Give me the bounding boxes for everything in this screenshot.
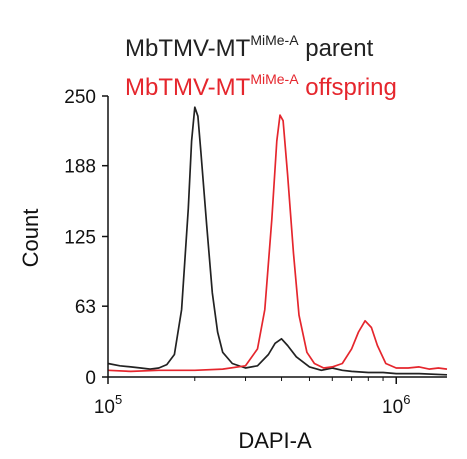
y-tick-label-0: 0 bbox=[85, 368, 96, 389]
y-tick-label-63: 63 bbox=[75, 297, 96, 318]
y-axis-label: Count bbox=[18, 209, 43, 268]
x-tick-label-6: 106 bbox=[382, 392, 410, 418]
y-tick-label-188: 188 bbox=[64, 157, 96, 178]
y-tick-label-250: 250 bbox=[64, 87, 96, 108]
legend-entry-1: MbTMV-MTMiMe-A offspring bbox=[125, 71, 397, 101]
legend: MbTMV-MTMiMe-A parent MbTMV-MTMiMe-A offs… bbox=[125, 32, 397, 101]
legend-entry-0: MbTMV-MTMiMe-A parent bbox=[125, 32, 374, 62]
series-layer bbox=[107, 106, 448, 376]
series-line-1 bbox=[107, 114, 448, 373]
axes-layer: 0 63 125 188 250 105 106 bbox=[64, 87, 447, 418]
y-tick-label-125: 125 bbox=[64, 228, 96, 249]
x-tick-label-5: 105 bbox=[94, 392, 122, 418]
x-axis-label: DAPI-A bbox=[238, 428, 312, 453]
series-line-0 bbox=[107, 106, 448, 376]
